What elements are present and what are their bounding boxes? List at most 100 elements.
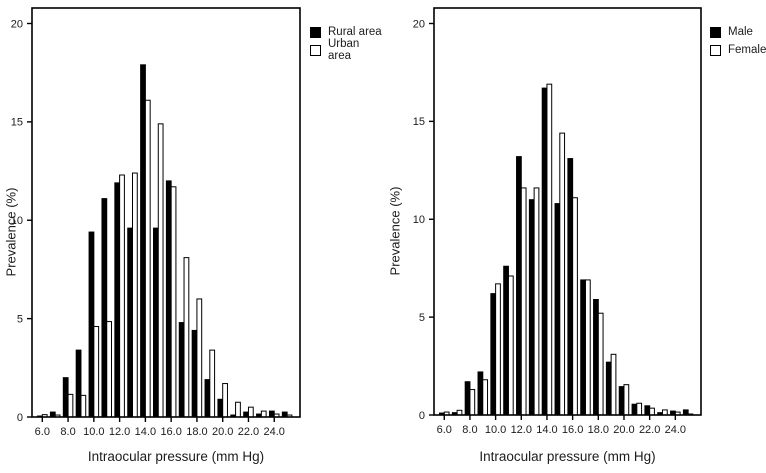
bar: [144, 99, 151, 418]
y-tick-label: 5: [419, 312, 425, 324]
x-tick-label: 18.0: [588, 424, 609, 436]
chart-panel-male-female: 0 5 10 15 20 6.0 8.0 10.0 12.0 14.0 16.0 18.0 20.0 22…: [383, 0, 766, 473]
x-tick-label: 24.0: [665, 424, 686, 436]
bar: [235, 401, 241, 418]
bar: [153, 227, 159, 418]
filled-swatch-icon: [710, 26, 721, 38]
bar: [546, 83, 553, 416]
hollow-swatch-icon: [310, 44, 321, 56]
bar: [541, 87, 548, 416]
bar: [482, 379, 489, 416]
bar: [62, 377, 69, 418]
bar: [93, 326, 100, 418]
bars-group: [37, 64, 293, 418]
y-axis: 0 5 10 15 20: [413, 18, 434, 422]
filled-swatch-icon: [310, 26, 321, 38]
bar: [520, 187, 527, 416]
bar: [80, 394, 87, 418]
legend-item: Female: [710, 44, 766, 56]
bar: [477, 371, 484, 416]
bar: [75, 349, 82, 418]
y-tick-label: 15: [11, 117, 23, 129]
bar: [268, 410, 275, 418]
bar: [567, 158, 574, 416]
histogram-plot-rural-urban: 0 5 10 15 20 6.0 8.0 10.0 12.0 14.0 16.0 18.0 20.0 22…: [11, 7, 301, 438]
legend-label: Urban area: [328, 38, 360, 62]
y-tick-label: 20: [413, 18, 425, 30]
bar: [623, 384, 630, 416]
x-tick-label: 10.0: [485, 424, 506, 436]
bar: [503, 265, 509, 416]
bars-group: [439, 83, 694, 416]
bar: [516, 156, 522, 416]
y-tick-label: 10: [413, 214, 425, 226]
bar: [88, 231, 95, 418]
bar: [636, 402, 643, 416]
bar: [132, 172, 138, 418]
x-tick-label: 18.0: [186, 426, 207, 438]
x-axis: 6.0 8.0 10.0 12.0 14.0 16.0 18.0 20.0 22.0 24.0: [35, 417, 285, 438]
bar: [140, 64, 146, 418]
x-tick-label: 6.0: [437, 424, 452, 436]
legend-item: Urban area: [310, 38, 383, 62]
bar: [528, 199, 535, 416]
y-tick-label: 0: [419, 410, 425, 422]
plot-border: [433, 7, 702, 416]
bar: [533, 187, 540, 416]
bar: [170, 186, 177, 418]
x-tick-label: 14.0: [135, 426, 156, 438]
hollow-swatch-icon: [710, 44, 721, 56]
bar: [178, 322, 185, 418]
x-tick-label: 12.0: [109, 426, 130, 438]
bar: [222, 383, 228, 418]
bar: [119, 174, 125, 418]
bar: [464, 381, 471, 416]
x-tick-label: 6.0: [35, 426, 50, 438]
legend-label: Female: [728, 44, 766, 56]
bar: [114, 182, 121, 418]
x-axis-title: Intraocular pressure (mm Hg): [479, 449, 656, 464]
y-axis-title: Prevalence (%): [3, 187, 19, 277]
x-tick-label: 24.0: [264, 426, 285, 438]
bar: [644, 405, 651, 416]
bar: [191, 329, 198, 418]
x-tick-label: 20.0: [613, 424, 634, 436]
bar: [610, 353, 617, 416]
bar: [605, 361, 612, 416]
legend-label: Rural area: [328, 26, 382, 38]
bar: [593, 299, 599, 416]
bar: [127, 227, 134, 418]
x-tick-label: 16.0: [562, 424, 583, 436]
x-axis-title: Intraocular pressure (mm Hg): [87, 449, 265, 464]
x-tick-label: 22.0: [238, 426, 259, 438]
bar: [204, 379, 211, 418]
y-tick-label: 10: [11, 215, 23, 227]
bar: [631, 403, 638, 416]
bar: [559, 132, 566, 416]
bar: [196, 298, 203, 418]
y-tick-label: 20: [11, 18, 23, 30]
bar: [618, 386, 625, 416]
bar: [495, 283, 501, 416]
y-tick-label: 15: [413, 116, 425, 128]
x-tick-label: 20.0: [212, 426, 233, 438]
x-tick-label: 10.0: [83, 426, 104, 438]
bar: [165, 180, 172, 418]
bar: [217, 398, 224, 418]
histogram-plot-male-female: 0 5 10 15 20 6.0 8.0 10.0 12.0 14.0 16.0 18.0 20.0 22…: [413, 7, 702, 436]
bar: [469, 389, 476, 416]
legend-label: Male: [728, 26, 753, 38]
y-tick-label: 5: [17, 313, 23, 325]
bar: [183, 257, 190, 418]
legend: Male Female: [710, 26, 766, 56]
x-tick-label: 8.0: [60, 426, 75, 438]
bar: [260, 410, 267, 418]
bar: [584, 279, 591, 416]
bar: [247, 406, 254, 418]
y-axis: 0 5 10 15 20: [11, 18, 32, 424]
y-tick-label: 0: [17, 412, 23, 424]
legend: Rural area Urban area: [310, 26, 383, 62]
y-axis-title: Prevalence (%): [387, 186, 403, 276]
x-tick-label: 12.0: [511, 424, 532, 436]
